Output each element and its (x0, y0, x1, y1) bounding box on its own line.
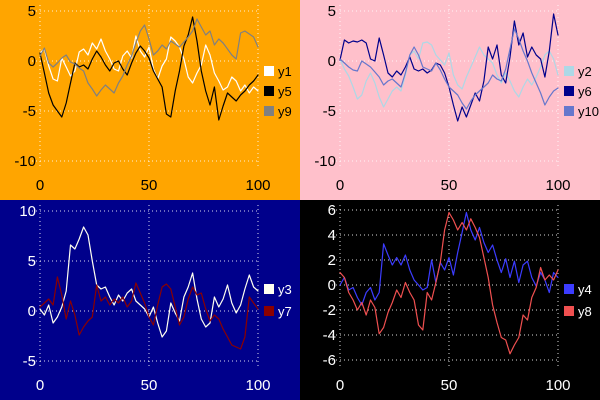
legend-label-y2: y2 (578, 64, 592, 79)
x-tick-label: 50 (441, 177, 458, 194)
series-y4 (339, 211, 559, 306)
legend-label-y9: y9 (278, 104, 292, 119)
x-tick-label: 100 (545, 377, 570, 394)
legend-swatch-y9 (264, 106, 274, 116)
series-y9 (39, 18, 259, 97)
legend-label-y5: y5 (278, 84, 292, 99)
panel-top-left: 5 0 -5 -10 0 50 100 y1 y5 y9 (0, 0, 300, 200)
legend-label-y4: y4 (578, 282, 592, 297)
y-tick-label: -6 (323, 352, 336, 369)
y-tick-label: 0 (28, 303, 36, 320)
y-tick-label: -2 (323, 302, 336, 319)
legend-swatch-y10 (564, 106, 574, 116)
y-tick-label: 10 (19, 203, 36, 220)
legend-swatch-y1 (264, 66, 274, 76)
panel-top-right: 5 0 -5 -10 0 50 100 y2 y6 y10 (300, 0, 600, 200)
x-tick-label: 50 (141, 177, 158, 194)
x-tick-label: 50 (141, 377, 158, 394)
y-tick-label: 0 (28, 53, 36, 70)
legend-swatch-y7 (264, 306, 274, 316)
panel-bottom-right: 6 4 2 0 -2 -4 -6 0 50 100 y4 y8 (300, 200, 600, 400)
y-tick-label: -5 (323, 103, 336, 120)
y-tick-label: 0 (328, 53, 336, 70)
x-tick-label: 50 (441, 377, 458, 394)
x-tick-label: 0 (336, 377, 344, 394)
y-tick-label: 4 (328, 227, 336, 244)
y-tick-label: 6 (328, 202, 336, 219)
y-tick-label: -4 (323, 327, 336, 344)
legend-swatch-y5 (264, 86, 274, 96)
x-tick-label: 100 (245, 377, 270, 394)
y-tick-label: 5 (28, 253, 36, 270)
legend-label-y8: y8 (578, 304, 592, 319)
legend-swatch-y6 (564, 86, 574, 96)
plot-background (300, 200, 600, 400)
x-tick-label: 0 (36, 177, 44, 194)
y-tick-label: 5 (328, 3, 336, 20)
y-tick-label: -5 (23, 353, 36, 370)
y-tick-label: -10 (314, 153, 336, 170)
legend-swatch-y3 (264, 284, 274, 294)
plot-background (300, 0, 600, 200)
series-y2 (339, 41, 559, 108)
y-tick-label: 2 (328, 252, 336, 269)
x-tick-label: 0 (336, 177, 344, 194)
legend-swatch-y2 (564, 66, 574, 76)
legend-swatch-y4 (564, 284, 574, 294)
series-y8 (339, 211, 559, 355)
series-y10 (339, 28, 559, 110)
legend-label-y7: y7 (278, 304, 292, 319)
y-tick-label: -10 (14, 153, 36, 170)
legend-label-y10: y10 (578, 104, 599, 119)
series-y7 (39, 276, 259, 350)
panel-bottom-left: 10 5 0 -5 0 50 100 y3 y7 (0, 200, 300, 400)
series-y5 (39, 16, 259, 121)
y-tick-label: -5 (23, 103, 36, 120)
legend-swatch-y8 (564, 306, 574, 316)
y-tick-label: 0 (328, 277, 336, 294)
x-tick-label: 100 (545, 177, 570, 194)
legend-label-y3: y3 (278, 282, 292, 297)
plot-background (0, 0, 300, 200)
y-tick-label: 5 (28, 3, 36, 20)
x-tick-label: 0 (36, 377, 44, 394)
plot-background (0, 200, 300, 400)
legend-label-y6: y6 (578, 84, 592, 99)
x-tick-label: 100 (245, 177, 270, 194)
legend-label-y1: y1 (278, 64, 292, 79)
